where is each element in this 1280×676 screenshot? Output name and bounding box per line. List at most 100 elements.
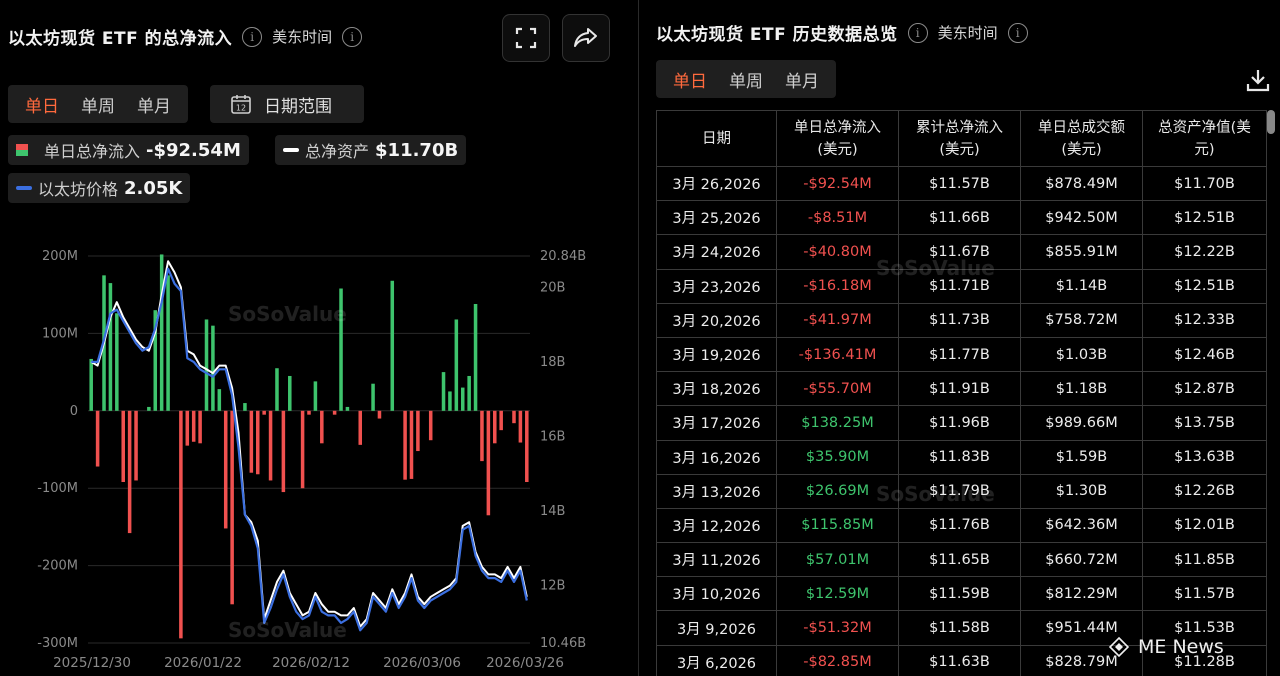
left-axis-tick-label: -100M: [37, 481, 78, 496]
table-tab-daily[interactable]: 单日: [673, 71, 707, 92]
legend-net-assets[interactable]: 总净资产 $11.70B: [275, 135, 467, 165]
inflow-bar: [127, 410, 132, 534]
table-row: 3月 20,2026 -$41.97M $11.73B $758.72M $12.33B: [656, 302, 1267, 338]
inflow-bar: [345, 406, 350, 411]
table-cell: $12.01B: [1142, 507, 1267, 544]
net-inflow-legend-icon: [16, 144, 28, 156]
column-header: 单日总净流入 (美元): [776, 110, 899, 167]
table-tab-monthly[interactable]: 单月: [785, 71, 819, 92]
table-scrollbar[interactable]: [1267, 110, 1275, 676]
table-cell: 3月 17,2026: [656, 405, 777, 441]
eth-price-value: 2.05K: [124, 177, 183, 199]
table-tab-weekly[interactable]: 单周: [729, 71, 763, 92]
table-row: 3月 12,2026 $115.85M $11.76B $642.36M $12.01B: [656, 507, 1267, 544]
inflow-bar: [255, 410, 260, 475]
inflow-bar: [307, 410, 311, 415]
inflow-bar: [121, 410, 125, 483]
inflow-bar: [313, 381, 318, 411]
inflow-bar: [153, 310, 158, 411]
scrollbar-thumb[interactable]: [1267, 110, 1275, 134]
tab-daily[interactable]: 单日: [25, 96, 59, 117]
inflow-bar: [320, 410, 324, 444]
column-header: 累计总净流入 (美元): [898, 110, 1021, 167]
fullscreen-icon: [515, 27, 537, 49]
inflow-bar: [512, 410, 516, 424]
table-cell: -$92.54M: [776, 165, 899, 202]
eth-price-legend-icon: [16, 186, 32, 190]
table-cell: 3月 6,2026: [656, 644, 777, 676]
table-cell: $12.51B: [1142, 268, 1267, 304]
left-axis-tick-label: 0: [70, 404, 78, 419]
table-timezone-label: 美东时间: [937, 24, 998, 42]
table-cell: 3月 23,2026: [656, 268, 777, 304]
table-cell: $11.91B: [898, 371, 1021, 407]
inflow-bar: [403, 410, 407, 480]
table-cell: $11.77B: [898, 336, 1021, 373]
share-icon: [574, 28, 597, 47]
table-period-tabs: 单日 单周 单月: [656, 60, 836, 98]
eth-price-line: [91, 267, 528, 632]
inflow-chart: 200M 100M 0 -100M -200M -300M 20.84B 20B 18B 16B 1…: [37, 249, 586, 671]
table-watermark: SoSoValue: [876, 256, 995, 280]
right-axis-tick-label: 18B: [540, 355, 565, 370]
timezone-info-icon[interactable]: i: [342, 26, 363, 47]
x-axis-tick-label: 2026/03/26: [486, 655, 564, 671]
table-cell: $758.72M: [1020, 302, 1143, 338]
table-info-icon[interactable]: i: [907, 22, 928, 43]
table-cell: $115.85M: [776, 507, 899, 544]
calendar-icon-number: 12: [236, 104, 246, 113]
inflow-bar: [230, 410, 234, 605]
right-axis-tick-label: 12B: [540, 579, 565, 594]
inflow-bar: [300, 410, 305, 489]
inflow-bar: [179, 410, 183, 639]
history-table: 日期 单日总净流入 (美元) 累计总净流入 (美元) 单日总成交额 (美元) 总资产净值…: [656, 110, 1267, 676]
inflow-bar: [275, 368, 279, 411]
legend-net-inflow[interactable]: 单日总净流入 -$92.54M: [8, 135, 249, 165]
table-cell: $57.01M: [776, 542, 899, 578]
table-row: 3月 9,2026 -$51.32M $11.58B $951.44M $11.53B: [656, 610, 1267, 646]
inflow-bar: [390, 280, 395, 411]
x-axis-tick-label: 2026/02/12: [272, 655, 350, 671]
table-cell: 3月 11,2026: [656, 542, 777, 578]
table-timezone-info-icon[interactable]: i: [1007, 22, 1028, 43]
table-cell: $12.22B: [1142, 234, 1267, 270]
table-cell: $11.79B: [898, 473, 1021, 509]
inflow-bar: [185, 410, 190, 446]
net-assets-value: $11.70B: [375, 139, 459, 161]
date-range-button[interactable]: 12 日期范围: [210, 85, 364, 123]
inflow-bar: [268, 410, 273, 481]
right-axis-tick-label: 16B: [540, 429, 565, 444]
watermark-bottom-text: SoSoValue: [228, 618, 347, 642]
chart-title-row: 以太坊现货 ETF 的总净流入 i 美东时间 i: [8, 24, 363, 49]
inflow-bar: [448, 391, 452, 411]
table-watermark-2-text: SoSoValue: [876, 482, 995, 506]
fullscreen-button[interactable]: [502, 14, 550, 62]
tab-weekly[interactable]: 单周: [81, 96, 115, 117]
inflow-bar: [281, 410, 286, 493]
info-icon[interactable]: i: [242, 26, 263, 47]
inflow-bar: [115, 313, 119, 411]
table-body: 3月 26,2026 -$92.54M $11.57B $878.49M $11.70B…: [656, 165, 1267, 676]
inflow-bar: [166, 275, 170, 411]
share-button[interactable]: [562, 14, 610, 62]
inflow-bar: [95, 410, 100, 467]
table-cell: -$16.18M: [776, 268, 899, 304]
period-tabs: 单日 单周 单月: [8, 85, 188, 123]
tab-monthly[interactable]: 单月: [137, 96, 171, 117]
table-cell: $11.57B: [898, 165, 1021, 202]
panel-divider: [638, 0, 639, 676]
eth-price-label: 以太坊价格: [38, 180, 119, 199]
inflow-bar: [499, 410, 503, 431]
table-cell: $11.53B: [1142, 610, 1267, 646]
chart-title: 以太坊现货 ETF 的总净流入: [8, 29, 233, 49]
watermark-text: SoSoValue: [228, 302, 347, 326]
legend-eth-price[interactable]: 以太坊价格 2.05K: [8, 173, 191, 203]
table-cell: -$51.32M: [776, 610, 899, 646]
table-cell: $26.69M: [776, 473, 899, 509]
table-cell: $11.66B: [898, 200, 1021, 236]
brand-text: ME News: [1138, 636, 1224, 658]
table-cell: 3月 20,2026: [656, 302, 777, 338]
table-cell: $11.76B: [898, 507, 1021, 544]
download-icon[interactable]: [1244, 66, 1272, 94]
inflow-bar: [441, 372, 446, 411]
